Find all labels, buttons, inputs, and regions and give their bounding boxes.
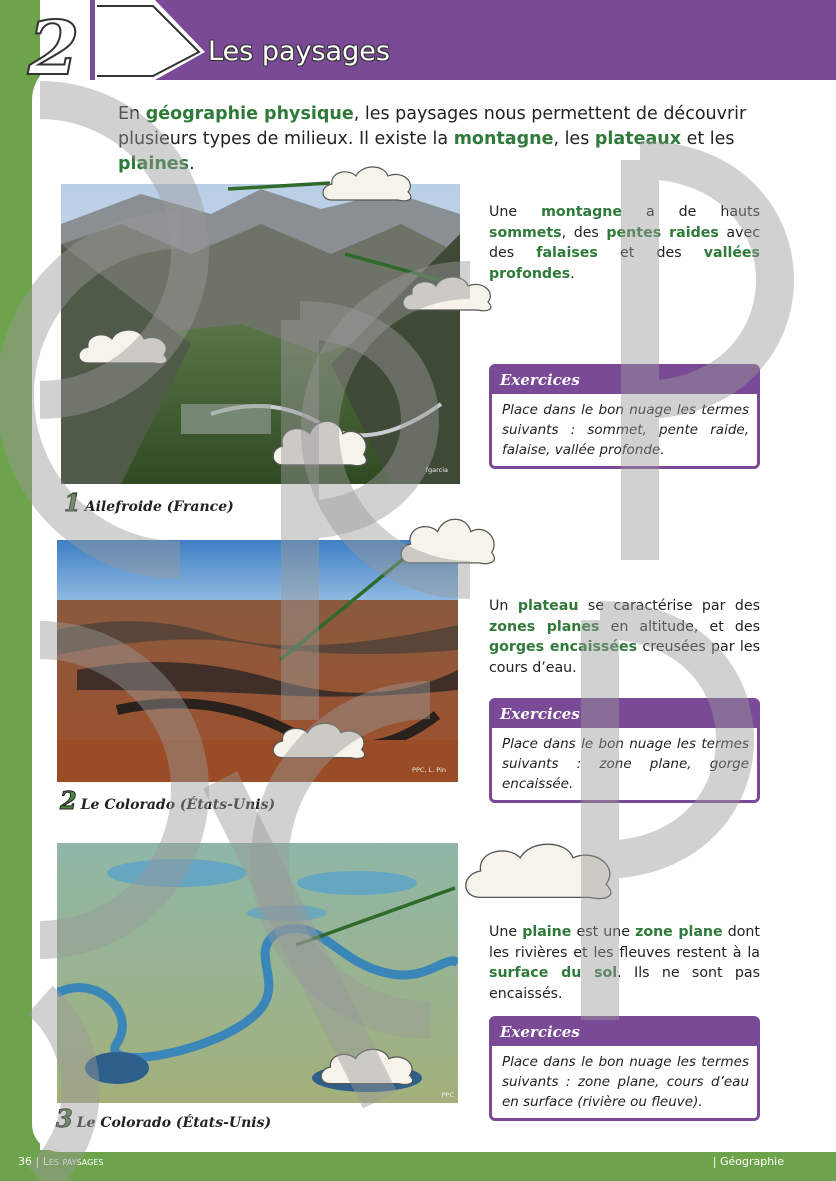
header-band	[90, 0, 836, 80]
footer-page-info: 36 | Les paysages	[18, 1155, 104, 1168]
plateau-photo: PPC, L. Pin	[57, 540, 458, 782]
photo-credit: fgarcia	[425, 466, 448, 474]
chapter-number: 2	[27, 6, 80, 92]
keyword: plateau	[517, 598, 579, 614]
cloud-icon[interactable]	[268, 718, 372, 762]
keyword: falaises	[536, 245, 598, 261]
exercise-title: Exercices	[492, 701, 757, 728]
footer-section: Les paysages	[42, 1155, 104, 1168]
keyword: plateaux	[594, 129, 681, 149]
intro-paragraph: En géographie physique, les paysages nou…	[118, 104, 747, 174]
photo-credit: PPC, L. Pin	[412, 766, 446, 774]
cloud-icon[interactable]	[452, 838, 628, 904]
cloud-icon[interactable]	[74, 325, 174, 367]
cloud-icon[interactable]	[316, 1044, 420, 1088]
exercise-title: Exercices	[492, 367, 757, 394]
exercise-box: Exercices Place dans le bon nuage les te…	[489, 1016, 760, 1121]
footer-subject: | Géographie	[712, 1155, 784, 1168]
footer-bar	[0, 1150, 836, 1181]
page-number: 36	[18, 1155, 32, 1168]
exercise-text: Place dans le bon nuage les termes suiva…	[502, 736, 749, 792]
plateau-description: Un plateau se caractérise par des zones …	[489, 598, 761, 676]
photo-credit: PPC	[441, 1091, 454, 1099]
cloud-icon[interactable]	[396, 512, 500, 568]
exercise-title: Exercices	[492, 1019, 757, 1046]
keyword: plaine	[522, 924, 572, 940]
keyword: vallées profondes	[489, 245, 761, 282]
chapter-title: Les paysages	[208, 36, 390, 67]
keyword: surface du sol	[489, 965, 618, 981]
keyword: sommets	[489, 224, 562, 241]
exercise-text: Place dans le bon nuage les termes suiva…	[502, 1054, 749, 1110]
keyword: plaines	[118, 154, 190, 174]
keyword: pentes raides	[606, 224, 719, 241]
exercise-box: Exercices Place dans le bon nuage les te…	[489, 364, 760, 469]
keyword: montagne	[453, 129, 554, 149]
keyword: zone plane	[635, 924, 723, 940]
keyword: zones planes	[489, 618, 600, 635]
cloud-icon[interactable]	[318, 162, 418, 204]
cloud-icon[interactable]	[398, 272, 498, 314]
keyword: montagne	[541, 204, 622, 220]
cloud-icon[interactable]	[268, 414, 372, 470]
exercise-box: Exercices Place dans le bon nuage les te…	[489, 698, 760, 803]
keyword: gorges encaissées	[489, 639, 638, 655]
keyword: géographie physique	[145, 104, 354, 124]
photo-caption: 2 Le Colorado (États-Unis)	[60, 786, 276, 816]
mountain-description: Une montagne a de hauts sommets, des pen…	[489, 204, 761, 282]
plain-description: Une plaine est une zone plane dont les r…	[489, 924, 760, 1002]
exercise-text: Place dans le bon nuage les termes suiva…	[502, 402, 749, 458]
photo-caption: 3 Le Colorado (États-Unis)	[56, 1104, 272, 1134]
photo-caption: 1 Ailefroide (France)	[64, 488, 234, 518]
header-arrow-shape	[95, 0, 205, 80]
